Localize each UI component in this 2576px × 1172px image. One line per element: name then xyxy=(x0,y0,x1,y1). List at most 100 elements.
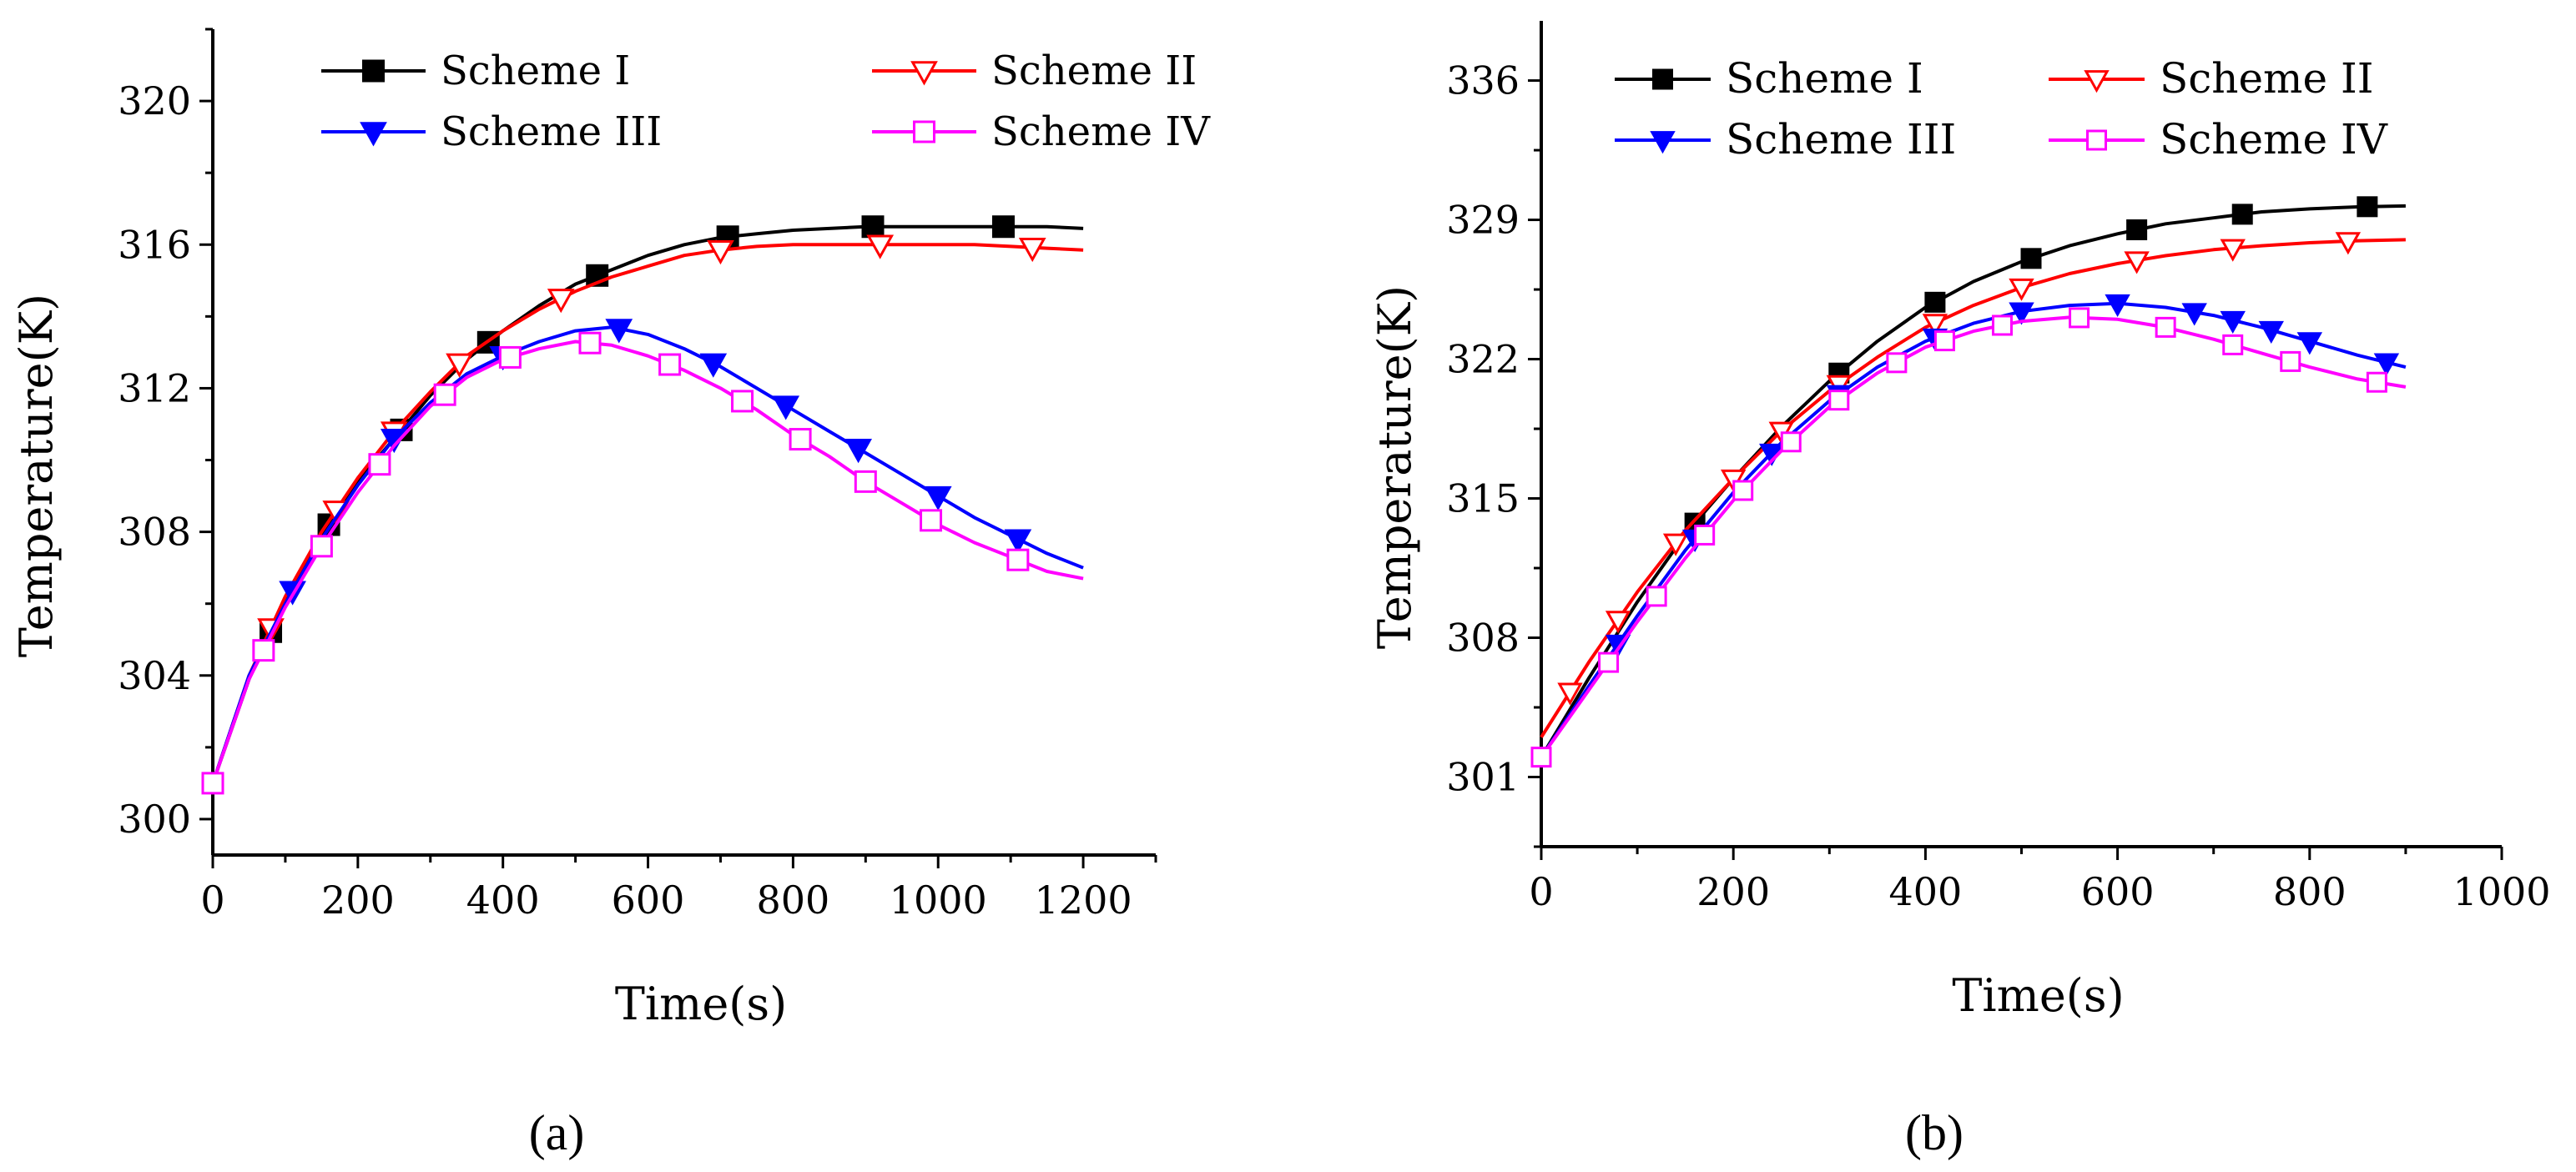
data-point-marker xyxy=(1004,529,1032,554)
y-tick-label: 336 xyxy=(1446,58,1520,103)
y-tick-label: 322 xyxy=(1446,337,1520,382)
data-point-marker xyxy=(2220,239,2246,262)
x-tick-label: 0 xyxy=(1529,869,1553,914)
chart-panel-a: 0 200 400 600 800 1000 1200 300 304 308 312 316 320 T… xyxy=(10,28,1211,1030)
data-point-marker xyxy=(920,509,943,532)
data-point-marker xyxy=(1828,390,1850,411)
data-point-marker xyxy=(1924,291,1946,313)
series-line xyxy=(1540,315,2407,758)
series-4 xyxy=(1530,307,2407,768)
data-point-marker xyxy=(2020,248,2042,269)
data-point-marker xyxy=(2231,204,2253,225)
x-tick-label: 200 xyxy=(321,878,395,923)
data-point-marker xyxy=(861,215,885,239)
x-tick-label: 400 xyxy=(466,878,540,923)
data-point-marker xyxy=(2126,219,2148,240)
data-point-marker xyxy=(866,234,895,259)
x-tick-label: 0 xyxy=(200,878,224,923)
legend-label: Scheme II xyxy=(991,48,1197,94)
data-point-marker xyxy=(2009,302,2034,325)
legend-swatch-marker xyxy=(1650,131,1676,154)
legend-swatch-marker xyxy=(2086,129,2107,151)
legend-label: Scheme III xyxy=(441,108,662,155)
data-point-marker xyxy=(707,240,734,265)
data-point-marker xyxy=(772,395,800,420)
series-line xyxy=(211,243,1084,784)
data-point-marker xyxy=(368,453,391,476)
data-point-marker xyxy=(2069,307,2090,329)
y-tick-label: 304 xyxy=(118,653,191,698)
y-axis-label: Temperature(K) xyxy=(1369,285,1421,649)
data-point-marker xyxy=(547,289,575,314)
data-point-marker xyxy=(578,331,602,355)
x-axis-label: Time(s) xyxy=(615,978,787,1030)
legend-label: Scheme I xyxy=(441,48,630,94)
series-line xyxy=(1540,301,2407,758)
legend-item: Scheme II xyxy=(2049,54,2373,103)
y-tick-label: 300 xyxy=(118,797,191,842)
data-point-marker xyxy=(2220,310,2246,334)
data-point-marker xyxy=(2335,232,2362,255)
data-point-marker xyxy=(1018,238,1046,263)
x-tick-label: 600 xyxy=(2081,869,2155,914)
legend-item: Scheme III xyxy=(321,108,662,155)
data-point-marker xyxy=(252,639,275,662)
y-tick-label: 320 xyxy=(118,78,191,123)
data-point-marker xyxy=(201,772,224,795)
data-point-marker xyxy=(2296,332,2323,355)
panel-a-label: (a) xyxy=(529,1105,585,1160)
data-point-marker xyxy=(605,319,633,344)
legend-item: Scheme I xyxy=(321,48,630,94)
legend-label: Scheme II xyxy=(2160,54,2373,103)
x-tick-label: 200 xyxy=(1696,869,1770,914)
x-tick-label: 1000 xyxy=(2452,869,2550,914)
data-point-marker xyxy=(2280,350,2301,372)
data-point-marker xyxy=(2009,278,2034,301)
x-tick-label: 800 xyxy=(2273,869,2347,914)
y-tick-label: 316 xyxy=(118,222,191,267)
data-point-marker xyxy=(1530,747,1552,768)
legend-swatch-marker xyxy=(2084,70,2110,93)
y-tick-label: 301 xyxy=(1446,755,1520,800)
data-point-marker xyxy=(1991,314,2013,336)
data-point-marker xyxy=(2258,320,2284,344)
data-point-marker xyxy=(498,345,522,369)
x-tick-label: 400 xyxy=(1888,869,1962,914)
panel-b-label: (b) xyxy=(1905,1105,1964,1160)
y-tick-label: 329 xyxy=(1446,198,1520,243)
legend-label: Scheme III xyxy=(1726,115,1956,163)
x-tick-label: 1000 xyxy=(890,878,987,923)
series-2 xyxy=(211,234,1084,784)
data-point-marker xyxy=(658,353,682,376)
data-point-marker xyxy=(1732,480,1754,501)
y-tick-label: 308 xyxy=(118,510,191,555)
legend: Scheme I Scheme II Scheme III Scheme IV xyxy=(1615,54,2388,163)
legend-item: Scheme II xyxy=(872,48,1197,94)
data-point-marker xyxy=(446,353,473,378)
data-point-marker xyxy=(1922,314,1948,337)
data-point-marker xyxy=(789,428,812,451)
y-tick-label: 312 xyxy=(118,365,191,410)
data-point-marker xyxy=(2155,316,2176,338)
data-point-marker xyxy=(924,485,952,511)
data-point-marker xyxy=(854,470,877,493)
data-point-marker xyxy=(991,215,1015,239)
data-point-marker xyxy=(2222,334,2244,355)
data-point-marker xyxy=(2357,196,2378,218)
data-point-marker xyxy=(1933,330,1955,352)
x-tick-label: 800 xyxy=(756,878,829,923)
chart-panel-b: 0 200 400 600 800 1000 301 308 315 322 329 336 Time(… xyxy=(1369,21,2551,1022)
legend-swatch-marker xyxy=(1652,68,1673,90)
x-tick-label: 600 xyxy=(612,878,685,923)
x-tick-label: 1200 xyxy=(1035,878,1132,923)
data-point-marker xyxy=(1780,431,1802,453)
legend: Scheme I Scheme II Scheme III Scheme IV xyxy=(321,48,1211,155)
data-point-marker xyxy=(2181,303,2207,326)
data-point-marker xyxy=(310,535,333,558)
data-point-marker xyxy=(844,439,872,464)
data-point-marker xyxy=(1006,548,1030,571)
data-point-marker xyxy=(2373,353,2400,376)
y-tick-label: 315 xyxy=(1446,476,1520,521)
